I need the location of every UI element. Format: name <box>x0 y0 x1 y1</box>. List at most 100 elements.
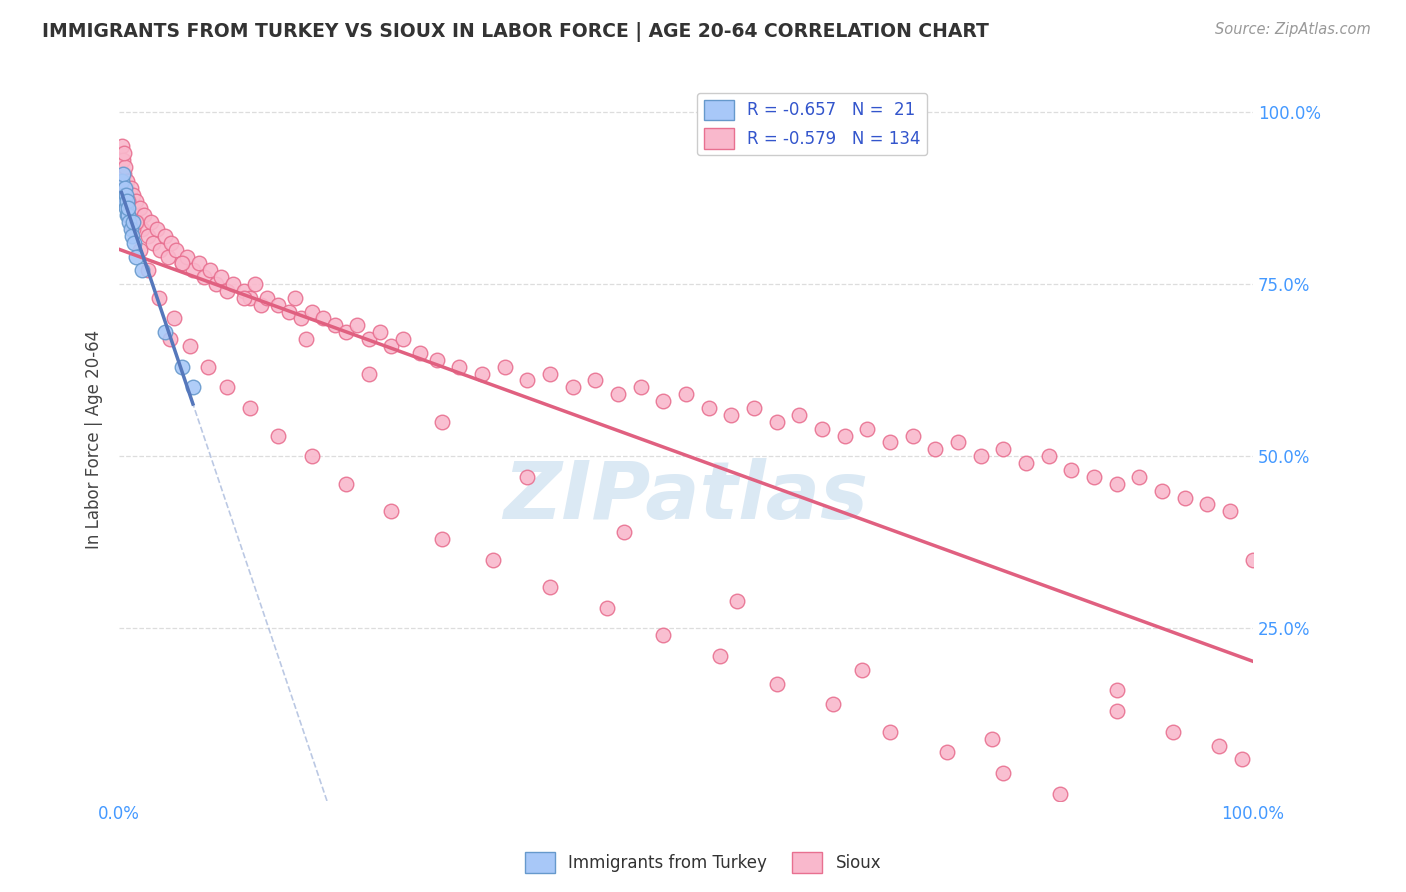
Point <box>159 332 181 346</box>
Point <box>811 422 834 436</box>
Point <box>538 367 561 381</box>
Point <box>1197 498 1219 512</box>
Point <box>742 401 765 415</box>
Point <box>879 435 901 450</box>
Point <box>1128 470 1150 484</box>
Point <box>122 222 145 236</box>
Point <box>170 359 193 374</box>
Point <box>295 332 318 346</box>
Point <box>121 228 143 243</box>
Point <box>368 326 391 340</box>
Point <box>357 367 380 381</box>
Point <box>765 415 787 429</box>
Point <box>117 202 139 216</box>
Point <box>149 243 172 257</box>
Point <box>118 215 141 229</box>
Point <box>215 284 238 298</box>
Point <box>1219 504 1241 518</box>
Point <box>122 208 145 222</box>
Point <box>122 187 145 202</box>
Point <box>1015 456 1038 470</box>
Point <box>284 291 307 305</box>
Point <box>128 202 150 216</box>
Point <box>115 208 138 222</box>
Point <box>946 435 969 450</box>
Point <box>879 724 901 739</box>
Point <box>117 208 139 222</box>
Point <box>471 367 494 381</box>
Point <box>596 600 619 615</box>
Point <box>181 263 204 277</box>
Point <box>187 256 209 270</box>
Point <box>156 250 179 264</box>
Point <box>408 346 430 360</box>
Point <box>391 332 413 346</box>
Point <box>120 222 142 236</box>
Point <box>652 394 675 409</box>
Point <box>122 215 145 229</box>
Point <box>239 291 262 305</box>
Point <box>1230 752 1253 766</box>
Point <box>115 202 138 216</box>
Point <box>209 270 232 285</box>
Point <box>145 222 167 236</box>
Point <box>125 194 148 209</box>
Point <box>1060 463 1083 477</box>
Point <box>357 332 380 346</box>
Point <box>125 215 148 229</box>
Point <box>115 187 138 202</box>
Point <box>901 428 924 442</box>
Point <box>630 380 652 394</box>
Point <box>125 250 148 264</box>
Point <box>181 380 204 394</box>
Point <box>970 449 993 463</box>
Point <box>110 139 132 153</box>
Point <box>1208 739 1230 753</box>
Point <box>335 326 357 340</box>
Legend: Immigrants from Turkey, Sioux: Immigrants from Turkey, Sioux <box>519 846 887 880</box>
Point <box>136 228 159 243</box>
Point <box>215 380 238 394</box>
Point <box>1105 704 1128 718</box>
Point <box>153 326 176 340</box>
Point <box>117 194 139 209</box>
Point <box>233 284 256 298</box>
Point <box>432 415 454 429</box>
Point <box>122 235 145 250</box>
Point <box>163 311 186 326</box>
Point <box>111 153 134 167</box>
Point <box>115 194 138 209</box>
Point <box>561 380 583 394</box>
Point <box>290 311 312 326</box>
Point <box>115 174 138 188</box>
Point <box>165 243 187 257</box>
Point <box>204 277 226 291</box>
Point <box>432 532 454 546</box>
Point <box>652 628 675 642</box>
Point <box>131 222 153 236</box>
Point <box>153 228 176 243</box>
Point <box>134 208 156 222</box>
Point <box>380 339 402 353</box>
Point <box>1105 683 1128 698</box>
Point <box>1241 552 1264 566</box>
Text: ZIPatlas: ZIPatlas <box>503 458 869 536</box>
Point <box>267 298 290 312</box>
Point <box>924 442 946 457</box>
Point <box>1038 449 1060 463</box>
Point <box>789 408 811 422</box>
Point <box>120 180 142 194</box>
Point <box>1152 483 1174 498</box>
Point <box>675 387 697 401</box>
Point <box>142 235 165 250</box>
Point <box>131 263 153 277</box>
Point <box>170 256 193 270</box>
Point <box>118 194 141 209</box>
Point <box>516 374 538 388</box>
Point <box>256 291 278 305</box>
Point <box>720 408 742 422</box>
Point <box>851 663 873 677</box>
Point <box>114 160 136 174</box>
Point <box>494 359 516 374</box>
Text: Source: ZipAtlas.com: Source: ZipAtlas.com <box>1215 22 1371 37</box>
